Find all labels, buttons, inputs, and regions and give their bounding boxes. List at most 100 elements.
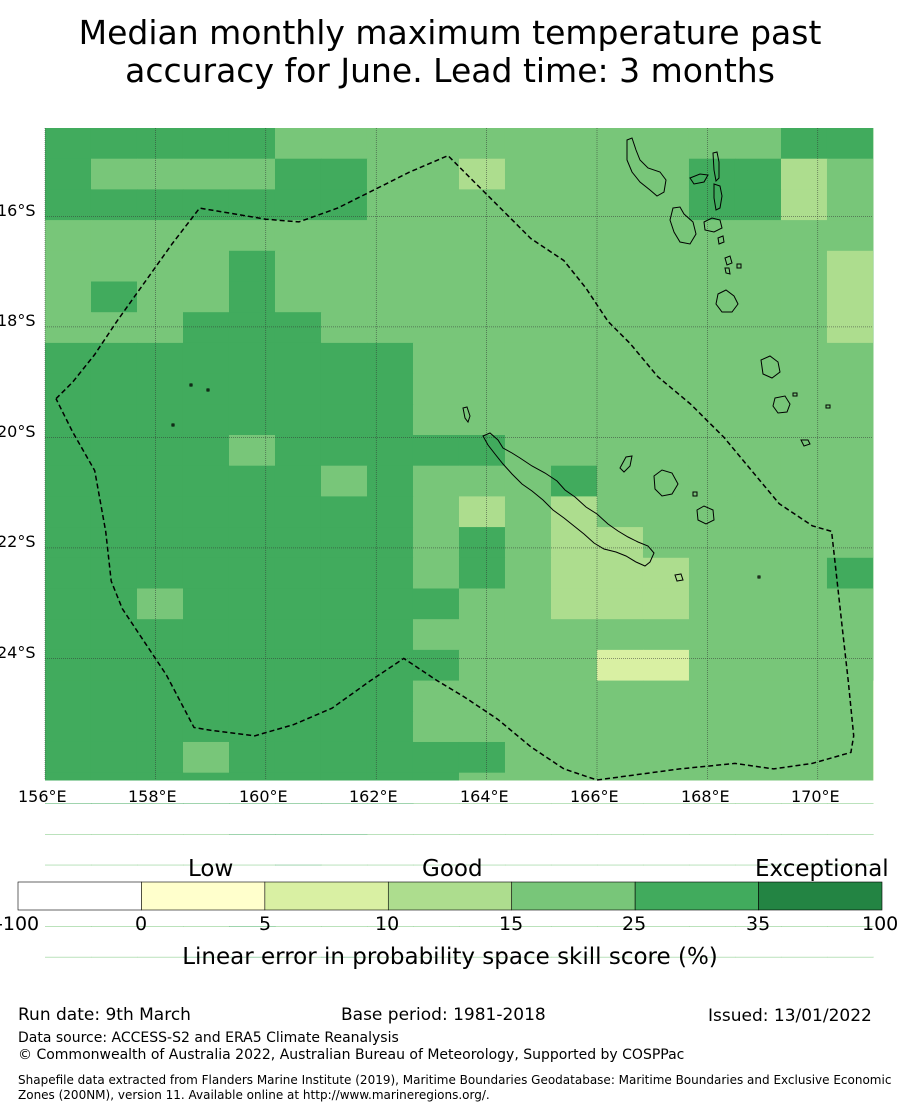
skill-cell xyxy=(90,834,138,835)
skill-cell xyxy=(182,557,230,589)
skill-cell xyxy=(228,158,276,190)
skill-cell xyxy=(550,956,598,958)
skill-cell xyxy=(320,680,368,712)
skill-cell xyxy=(274,312,322,344)
skill-cell xyxy=(688,434,736,467)
skill-cell xyxy=(412,404,460,436)
skill-cell xyxy=(596,250,644,282)
skill-cell xyxy=(45,496,92,528)
island-espiritu-santo xyxy=(626,137,667,197)
skill-cell xyxy=(182,711,230,743)
skill-cell xyxy=(274,434,322,467)
skill-cell xyxy=(872,158,874,190)
skill-cell xyxy=(596,557,644,589)
skill-cell xyxy=(596,834,644,835)
skill-cell xyxy=(458,496,506,528)
skill-cell xyxy=(642,220,690,252)
skill-cell xyxy=(366,741,414,774)
skill-cell xyxy=(734,956,782,958)
skill-cell xyxy=(45,281,92,313)
skill-cell xyxy=(550,834,598,835)
skill-cell xyxy=(412,312,460,344)
skill-cell xyxy=(596,342,644,375)
skill-cell xyxy=(458,434,506,467)
island-malekula xyxy=(669,206,697,245)
skill-cell xyxy=(45,312,92,344)
skill-cell xyxy=(642,588,690,620)
skill-cell xyxy=(182,220,230,252)
skill-cell xyxy=(688,956,736,958)
skill-cell xyxy=(826,496,874,528)
skill-cell xyxy=(136,557,184,589)
skill-cell xyxy=(780,189,828,221)
skill-cell xyxy=(366,312,414,344)
skill-cell xyxy=(734,312,782,344)
colorbar xyxy=(17,881,883,911)
colorbar-tick: 0 xyxy=(135,913,148,935)
skill-cell xyxy=(412,956,460,958)
lat-tick-24s: 24°S xyxy=(0,643,36,662)
skill-cell xyxy=(90,250,138,282)
island-small-2 xyxy=(724,255,733,266)
skill-cell xyxy=(826,158,874,190)
skill-cell xyxy=(504,189,552,221)
skill-cell xyxy=(504,926,552,927)
skill-cell xyxy=(872,956,874,958)
skill-cell xyxy=(596,189,644,221)
colorbar-tick: 25 xyxy=(622,913,647,935)
skill-cell xyxy=(182,373,230,405)
skill-cell xyxy=(550,557,598,589)
skill-cell xyxy=(688,864,736,866)
skill-cell xyxy=(826,956,874,958)
skill-cell xyxy=(872,342,874,375)
skill-cell xyxy=(412,373,460,405)
skill-cell xyxy=(872,312,874,344)
skill-cell xyxy=(228,619,276,651)
skill-cell xyxy=(688,680,736,712)
skill-cell xyxy=(366,864,414,866)
skill-cell xyxy=(826,404,874,436)
skill-cell xyxy=(228,220,276,252)
skill-cell xyxy=(596,158,644,190)
skill-cell xyxy=(734,189,782,221)
skill-cell xyxy=(458,956,506,958)
skill-cell xyxy=(642,465,690,497)
skill-cell xyxy=(90,496,138,528)
skill-cell xyxy=(642,404,690,436)
skill-cell xyxy=(642,926,690,927)
skill-cell xyxy=(688,588,736,620)
skill-cell xyxy=(274,772,322,781)
skill-cell xyxy=(90,220,138,252)
skill-cell xyxy=(458,281,506,313)
skill-cell xyxy=(136,342,184,375)
skill-cell xyxy=(780,373,828,405)
skill-cell xyxy=(366,834,414,835)
skill-cell xyxy=(642,711,690,743)
skill-cell xyxy=(412,834,460,835)
skill-cell xyxy=(734,619,782,651)
skill-cell xyxy=(228,741,276,774)
island-small-1 xyxy=(717,235,725,245)
colorbar-bin xyxy=(17,881,142,911)
skill-cell xyxy=(688,250,736,282)
skill-cell xyxy=(90,711,138,743)
skill-cell xyxy=(596,281,644,313)
title-line-2: accuracy for June. Lead time: 3 months xyxy=(125,51,775,90)
skill-cell xyxy=(412,741,460,774)
skill-cell xyxy=(688,557,736,589)
lat-tick-20s: 20°S xyxy=(0,422,36,441)
skill-cell xyxy=(872,404,874,436)
skill-cell xyxy=(872,772,874,781)
skill-cell xyxy=(366,527,414,559)
skill-cell xyxy=(780,312,828,344)
skill-cell xyxy=(182,250,230,282)
skill-cell xyxy=(642,741,690,774)
skill-cell xyxy=(182,496,230,528)
skill-cell xyxy=(872,465,874,497)
skill-cell xyxy=(642,342,690,375)
skill-cell xyxy=(688,189,736,221)
skill-cell xyxy=(320,588,368,620)
skill-cell xyxy=(596,312,644,344)
colorbar-bin xyxy=(141,881,266,911)
